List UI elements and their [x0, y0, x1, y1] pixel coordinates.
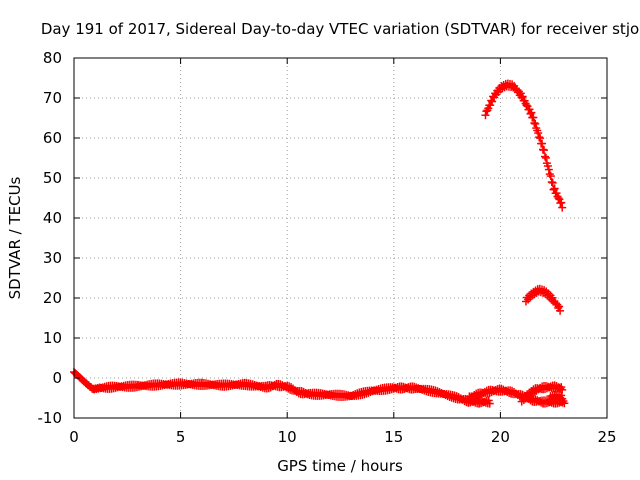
y-tick-label: 20: [43, 289, 62, 307]
series-1: [70, 368, 494, 408]
plot-frame: [73, 57, 608, 419]
x-tick-label: 5: [176, 428, 186, 446]
series-5: [481, 79, 567, 212]
y-tick-label: 40: [43, 209, 62, 227]
y-tick-label: 10: [43, 329, 62, 347]
x-tick-label: 15: [384, 428, 403, 446]
x-tick-label: 10: [278, 428, 297, 446]
data-points: [70, 79, 569, 408]
y-tick-label: 60: [43, 129, 62, 147]
x-tick-label: 25: [597, 428, 616, 446]
y-tick-label: 70: [43, 89, 62, 107]
y-tick-label: 0: [52, 369, 62, 387]
x-axis-label: GPS time / hours: [277, 457, 403, 475]
grid-lines: [74, 58, 607, 418]
series-6: [521, 284, 565, 315]
chart-title: Day 191 of 2017, Sidereal Day-to-day VTE…: [41, 20, 639, 38]
y-tick-label: 30: [43, 249, 62, 267]
series-4: [545, 390, 567, 404]
y-tick-label: 50: [43, 169, 62, 187]
x-tick-label: 20: [491, 428, 510, 446]
y-tick-label: 80: [43, 49, 62, 67]
x-tick-label: 0: [69, 428, 79, 446]
axis-ticks: 0 5 10 15 20 25 -10 0 10 20 30 40 50 60 70 80: [38, 49, 617, 446]
y-tick-label: -10: [38, 409, 63, 427]
y-axis-label: SDTVAR / TECUs: [6, 176, 24, 299]
